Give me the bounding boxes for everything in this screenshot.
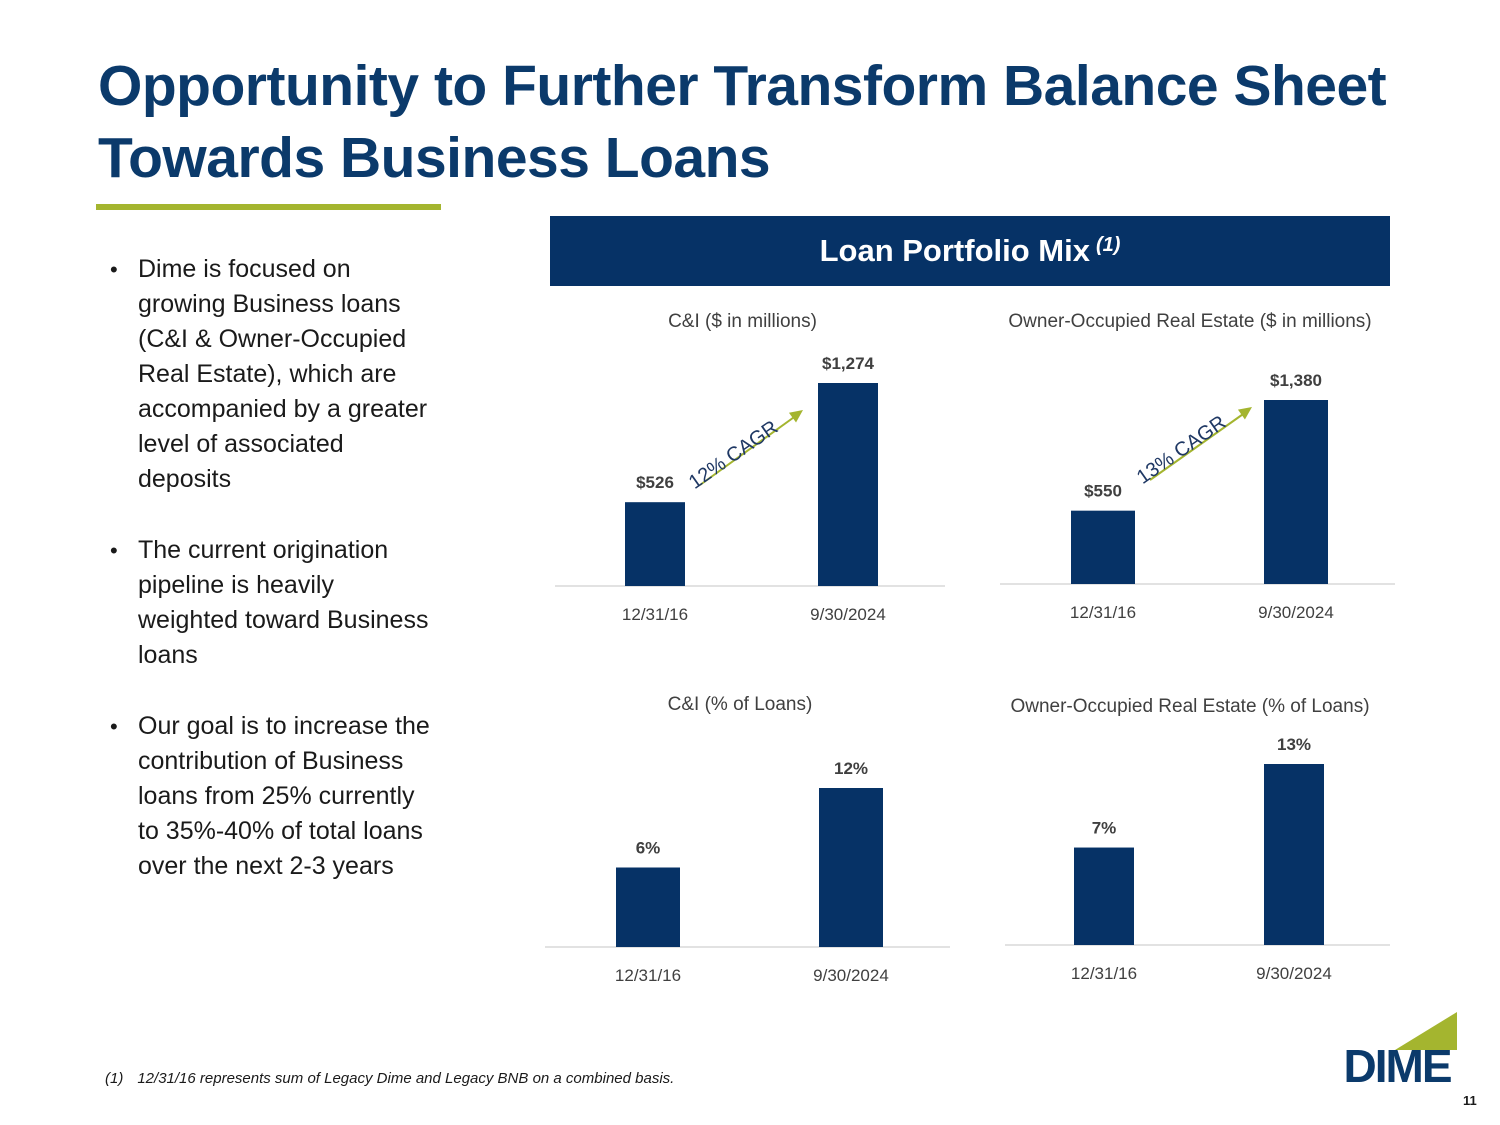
title-line-1: Opportunity to Further Transform Balance… [98,54,1387,118]
chart-title: Owner-Occupied Real Estate ($ in million… [1008,311,1371,332]
chart-title: C&I ($ in millions) [668,311,817,332]
category-label: 9/30/2024 [1258,603,1334,622]
bar [1074,847,1134,945]
banner-title: Loan Portfolio Mix [819,233,1090,268]
category-label: 9/30/2024 [810,605,886,624]
svg-text:DIME: DIME [1344,1040,1451,1085]
banner-footnote-ref: (1) [1095,233,1121,256]
bar [1264,764,1324,945]
dime-logo: DIME [1344,1012,1457,1085]
data-label: $1,274 [822,354,875,373]
category-label: 12/31/16 [622,605,688,624]
bar [1264,400,1328,584]
category-label: 12/31/16 [1070,603,1136,622]
category-label: 9/30/2024 [1256,964,1332,983]
loan-portfolio-banner: Loan Portfolio Mix (1) [550,216,1390,286]
chart-ci-percent: C&I (% of Loans) 6% 12/31/16 12% 9/30/2024 [545,694,950,985]
data-label: 12% [834,759,868,778]
chart-ore-dollars: Owner-Occupied Real Estate ($ in million… [1000,311,1395,622]
data-label: 13% [1277,735,1311,754]
title-line-2: Towards Business Loans [98,126,771,190]
cagr-arrowhead [1237,407,1252,420]
cagr-arrow-line [699,414,798,486]
chart-title: C&I (% of Loans) [668,694,813,715]
category-label: 12/31/16 [1071,964,1137,983]
data-label: $526 [636,473,674,492]
category-label: 9/30/2024 [813,966,889,985]
footnote: (1) 12/31/16 represents sum of Legacy Dim… [105,1070,674,1087]
bar [1071,510,1135,584]
data-label: 6% [636,839,661,858]
cagr-arrow-line [1149,411,1247,481]
chart-ore-percent: Owner-Occupied Real Estate (% of Loans) 7… [1005,696,1390,983]
bar [616,867,680,947]
footnote-number: (1) [105,1070,124,1087]
bullet-item: Our goal is to increase the contribution… [110,709,440,884]
data-label: $550 [1084,482,1122,501]
bar [625,502,685,586]
bullet-item: The current origination pipeline is heav… [110,533,440,673]
slide-title: Opportunity to Further Transform Balance… [98,50,1478,194]
data-label: $1,380 [1270,371,1322,390]
chart-title: Owner-Occupied Real Estate (% of Loans) [1010,696,1369,717]
bar [818,383,878,586]
cagr-label: 12% CAGR [685,416,782,493]
data-label: 7% [1092,819,1117,838]
cagr-arrowhead [788,410,803,423]
chart-ci-dollars: C&I ($ in millions) $526 12/31/16 $1,274 9/3… [555,311,945,624]
page-number: 11 [1463,1093,1477,1108]
bullet-item: Dime is focused on growing Business loan… [110,252,440,497]
bar [819,788,883,947]
category-label: 12/31/16 [615,966,681,985]
cagr-label: 13% CAGR [1133,411,1230,488]
bullet-list: Dime is focused on growing Business loan… [110,252,440,920]
title-underline [96,204,441,210]
footnote-text: 12/31/16 represents sum of Legacy Dime a… [137,1070,675,1087]
